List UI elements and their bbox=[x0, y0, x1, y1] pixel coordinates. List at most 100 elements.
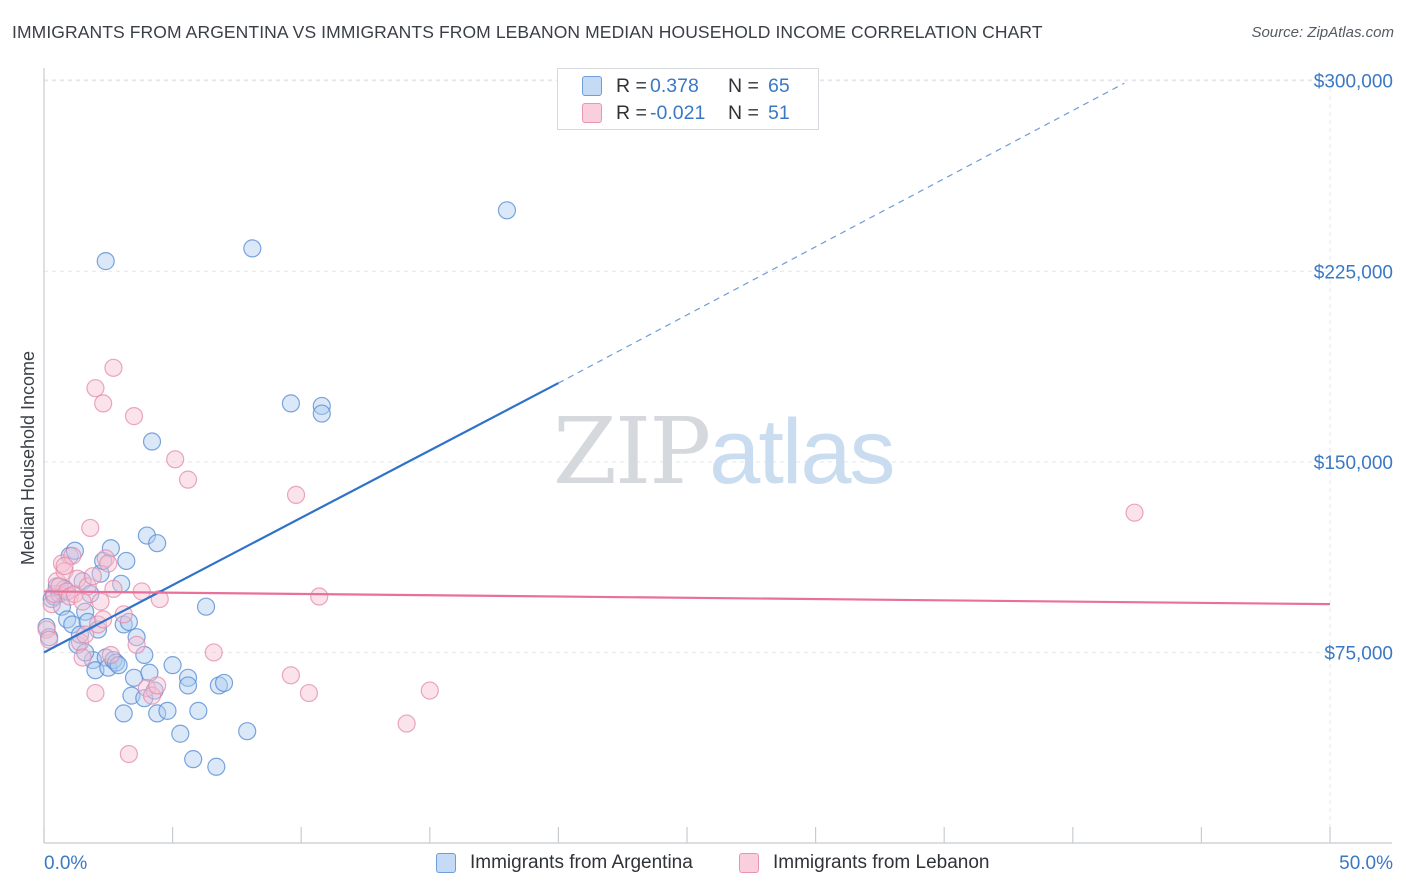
argentina-point-33 bbox=[135, 645, 154, 665]
argentina-point-63 bbox=[76, 643, 95, 662]
lebanon-swatch bbox=[582, 103, 602, 123]
lebanon-point-23 bbox=[96, 549, 115, 568]
argentina-point-45 bbox=[171, 724, 190, 743]
source-label: Source: ZipAtlas.com bbox=[1251, 24, 1394, 41]
legend-row-lebanon: R = -0.021 N = 51 bbox=[582, 100, 790, 126]
argentina-point-25 bbox=[101, 539, 120, 558]
lebanon-point-14 bbox=[73, 648, 92, 667]
watermark: ZIPatlas bbox=[553, 398, 896, 505]
watermark-atlas: atlas bbox=[709, 401, 895, 503]
lebanon-point-41 bbox=[204, 643, 223, 662]
argentina-point-57 bbox=[312, 396, 331, 416]
r-value-lebanon: -0.021 bbox=[650, 101, 706, 124]
n-label: N = bbox=[728, 74, 759, 97]
legend-row-argentina: R = 0.378 N = 65 bbox=[582, 73, 790, 99]
argentina-point-60 bbox=[196, 597, 216, 616]
tick-labels: $75,000 $150,000 $225,000 $300,000 0.0% 50.0% bbox=[44, 72, 1393, 874]
argentina-point-29 bbox=[114, 615, 133, 634]
argentina-point-11 bbox=[65, 541, 84, 560]
legend-item-argentina[interactable]: Immigrants from Argentina bbox=[436, 852, 693, 874]
lebanon-point-47 bbox=[420, 681, 439, 700]
lebanon-point-48 bbox=[1125, 503, 1144, 522]
argentina-point-53 bbox=[142, 432, 162, 451]
argentina-point-50 bbox=[214, 673, 234, 693]
argentina-point-55 bbox=[243, 239, 262, 258]
y-tick-label-3: $300,000 bbox=[1314, 72, 1393, 93]
lebanon-point-43 bbox=[286, 485, 306, 504]
lebanon-point-42 bbox=[281, 666, 301, 685]
argentina-trend-line bbox=[43, 382, 559, 654]
lebanon-point-37 bbox=[148, 676, 167, 695]
argentina-point-49 bbox=[238, 722, 257, 741]
argentina-point-48 bbox=[209, 676, 228, 695]
argentina-point-26 bbox=[104, 650, 123, 670]
lebanon-point-10 bbox=[63, 546, 82, 565]
argentina-point-54 bbox=[96, 252, 115, 271]
chart-title: IMMIGRANTS FROM ARGENTINA VS IMMIGRANTS … bbox=[12, 22, 1043, 42]
argentina-point-30 bbox=[117, 551, 136, 571]
legend-item-lebanon[interactable]: Immigrants from Lebanon bbox=[739, 852, 990, 874]
watermark-zip: ZIP bbox=[553, 398, 711, 505]
argentina-point-42 bbox=[178, 668, 198, 687]
lebanon-legend-swatch bbox=[739, 853, 759, 873]
r-label: R = bbox=[616, 101, 647, 124]
lebanon-point-26 bbox=[104, 579, 123, 599]
argentina-point-52 bbox=[148, 534, 167, 553]
lebanon-point-12 bbox=[68, 569, 87, 588]
argentina-point-44 bbox=[189, 701, 208, 720]
r-label: R = bbox=[616, 74, 647, 97]
lebanon-point-1 bbox=[40, 630, 59, 649]
n-value-lebanon: 51 bbox=[768, 101, 790, 124]
lebanon-point-17 bbox=[81, 518, 100, 538]
argentina-point-56 bbox=[281, 394, 301, 413]
argentina-legend-swatch bbox=[436, 853, 456, 873]
y-tick-label-0: $75,000 bbox=[1324, 643, 1393, 664]
argentina-point-32 bbox=[127, 628, 146, 647]
argentina-point-47 bbox=[207, 757, 226, 776]
argentina-point-58 bbox=[312, 404, 331, 423]
lebanon-point-40 bbox=[178, 470, 198, 489]
argentina-point-59 bbox=[497, 201, 517, 220]
stats-legend: R = 0.378 N = 65 R = -0.021 N = 51 bbox=[557, 68, 819, 130]
trend-lines bbox=[43, 82, 1331, 654]
n-value-argentina: 65 bbox=[768, 74, 790, 97]
argentina-point-46 bbox=[184, 750, 203, 769]
y-tick-label-1: $150,000 bbox=[1314, 453, 1393, 474]
lebanon-point-46 bbox=[397, 714, 416, 733]
y-axis-label: Median Household Income bbox=[18, 351, 38, 565]
lebanon-point-18 bbox=[83, 567, 102, 586]
lebanon-point-39 bbox=[166, 450, 185, 469]
argentina-swatch bbox=[582, 76, 602, 96]
lebanon-point-45 bbox=[310, 587, 329, 606]
argentina-point-8 bbox=[58, 610, 77, 629]
argentina-point-61 bbox=[114, 704, 133, 723]
lebanon-point-50 bbox=[55, 556, 74, 576]
axes bbox=[43, 68, 1392, 844]
lebanon-point-33 bbox=[127, 635, 146, 654]
x-tick-label-1: 50.0% bbox=[1339, 853, 1393, 874]
argentina-point-10 bbox=[63, 615, 82, 634]
series-argentina-points bbox=[37, 201, 517, 776]
lebanon-point-21 bbox=[91, 592, 110, 611]
lebanon-point-27 bbox=[86, 379, 105, 398]
argentina-point-43 bbox=[178, 676, 198, 695]
lebanon-point-49 bbox=[73, 592, 92, 611]
lebanon-point-32 bbox=[124, 407, 144, 426]
lebanon-point-31 bbox=[119, 744, 138, 764]
argentina-point-40 bbox=[158, 701, 177, 720]
lebanon-point-44 bbox=[299, 683, 319, 703]
lebanon-point-36 bbox=[142, 686, 162, 705]
argentina-point-41 bbox=[163, 656, 182, 675]
series-lebanon-points bbox=[37, 358, 1144, 764]
lebanon-point-28 bbox=[94, 394, 113, 413]
lebanon-point-24 bbox=[99, 554, 118, 573]
r-value-argentina: 0.378 bbox=[650, 74, 699, 97]
lebanon-point-19 bbox=[86, 683, 105, 703]
x-tick-label-0: 0.0% bbox=[44, 853, 87, 874]
argentina-legend-label: Immigrants from Argentina bbox=[470, 852, 693, 873]
y-tick-label-2: $225,000 bbox=[1314, 262, 1393, 283]
lebanon-point-29 bbox=[104, 358, 123, 377]
lebanon-legend-label: Immigrants from Lebanon bbox=[773, 852, 990, 873]
lebanon-trend-line bbox=[43, 590, 1331, 606]
